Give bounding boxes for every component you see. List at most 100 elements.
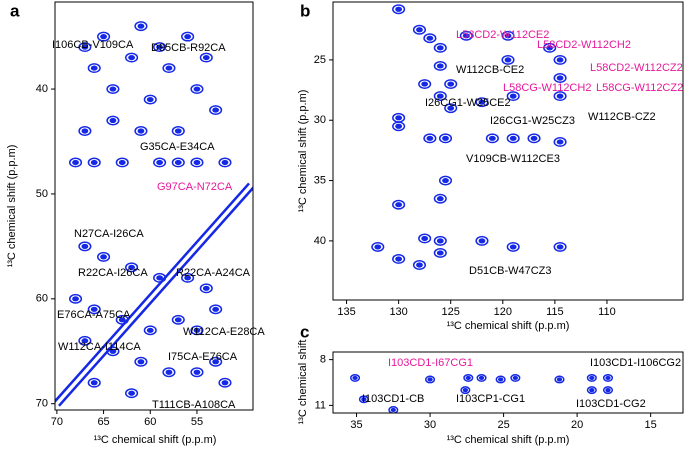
peak [78,42,92,53]
x-axis-label: ¹³C chemical shift (p.p.m) [94,434,217,446]
peak [433,60,447,71]
x-tick-label: 120 [494,306,512,318]
peak-contour [475,235,489,246]
peak-core [361,397,367,402]
annotation: I103CD1-I67CG1 [388,357,473,369]
peak [433,91,447,102]
peak-core [128,54,135,61]
x-tick-label: 35 [350,419,362,431]
peak [460,386,471,395]
peak-core [447,105,455,111]
peak-core [165,65,173,71]
annotation: D95CB-R92CA [151,42,226,54]
peak [209,105,223,115]
peak [433,193,447,204]
peak-contour [125,52,139,63]
peak-core [128,390,135,396]
peak-core [556,377,563,382]
peak-contour [425,375,436,384]
peak [358,395,369,404]
peak-contour [506,241,520,252]
peak-core [72,159,79,166]
peak-contour [209,105,223,115]
peak-contour [371,241,385,252]
annotation: I106CB-V109CA [52,39,134,51]
peak-contour [171,126,185,136]
peak-contour [485,133,499,144]
peak-contour [171,314,185,325]
peak-core [352,375,358,381]
x-tick-label: 25 [497,419,509,431]
peak-contour [423,33,437,44]
peak-core [146,96,154,103]
peak [153,272,167,283]
annotation: I103CD1-CB [362,393,424,405]
peak [87,304,101,315]
peak-contour [171,157,185,168]
peak-contour [586,373,597,382]
peak-core [374,244,382,250]
peak [190,367,204,378]
plot-area [350,373,614,413]
peak [392,199,406,210]
x-tick-label: 115 [546,306,564,318]
peak-contour [181,31,195,42]
peak-core [118,159,126,166]
peak [495,375,506,384]
peak-core [478,99,486,105]
peak-contour [554,375,565,384]
peak-contour [438,175,453,186]
peak [209,356,223,367]
peak [171,157,185,168]
peak-contour [392,199,406,210]
annotation: I75CA-E76CA [168,351,238,363]
peak [510,373,521,382]
peak-core [156,159,164,166]
peak [553,73,567,83]
peak [586,373,597,382]
peak-contour [412,260,427,270]
y-axis-label: ¹³C chemical shift [297,340,309,425]
peak [162,63,176,74]
peak-core [605,375,611,381]
peak-core [395,202,403,208]
peak-contour [115,157,129,168]
peak-contour [125,388,139,399]
peak [553,54,567,65]
peak-contour [190,367,204,378]
peak [115,314,129,325]
peak-contour [444,79,458,89]
peak [106,84,120,95]
peak-contour [433,42,447,53]
peak-contour [418,233,432,244]
peak [392,121,406,132]
y-tick-label: 60 [36,293,48,305]
annotation: W112CB-CZ2 [588,111,656,123]
peak-core [137,128,145,134]
annotation: L58CD2-W112CE2 [456,29,549,41]
x-axis-label: ¹³C chemical shift (p.p.m) [447,434,570,446]
annotation: W112CA-I114CA [58,341,141,353]
peak-core [436,63,444,69]
peak [553,241,567,252]
peak-core [193,159,201,166]
peak-core [137,23,145,29]
peak [433,247,447,258]
peak [485,133,499,144]
peak [125,388,139,399]
peak [501,54,515,65]
peak [412,260,427,270]
peak-core [556,93,564,99]
peak [475,97,489,108]
peak [392,112,406,123]
peak-contour [153,272,167,283]
peak-contour [412,24,427,35]
peak-contour [106,115,120,126]
peak-contour [388,406,399,413]
peak [438,133,453,144]
peak-contour [97,251,111,262]
annotation: I103CD1-CG2 [576,398,646,410]
x-tick-label: 15 [645,419,657,431]
peak-core [504,33,512,39]
peak-core [193,327,201,333]
